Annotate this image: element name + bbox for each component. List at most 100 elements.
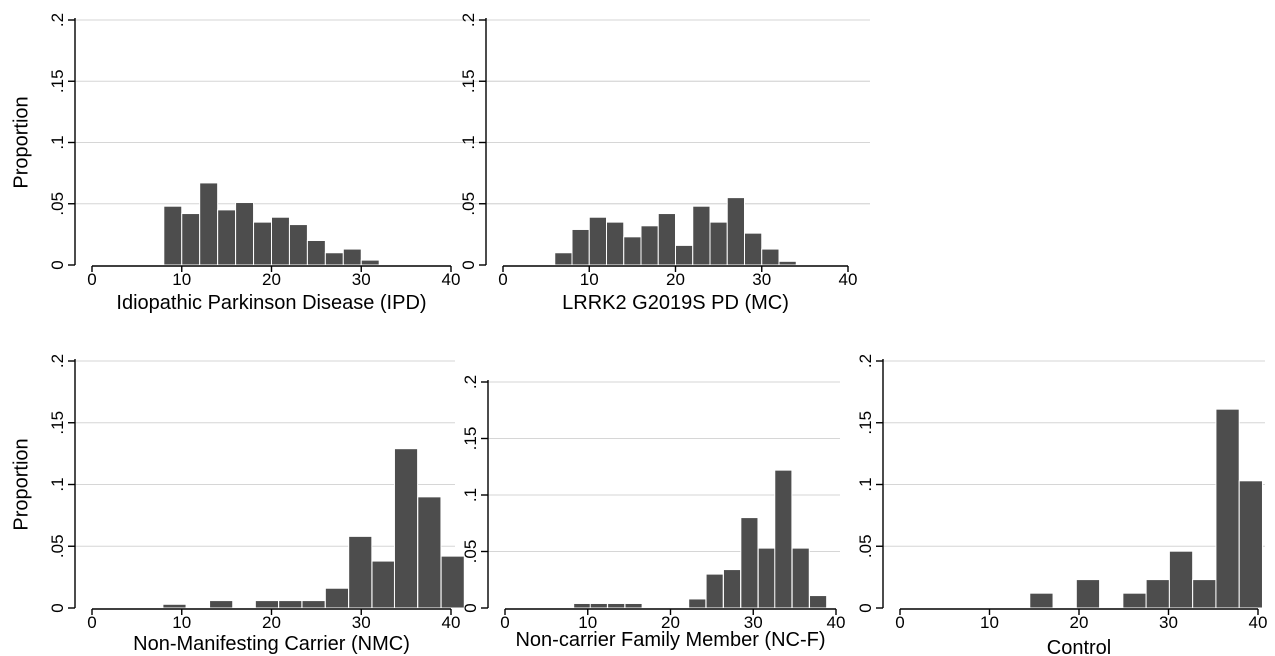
histogram-bar	[761, 248, 780, 266]
x-tick-label: 20	[1070, 613, 1089, 632]
y-tick-label: .05	[48, 534, 67, 558]
y-tick-label: .15	[48, 69, 67, 93]
histogram-bar	[740, 517, 759, 609]
y-tick-label: .2	[48, 13, 67, 27]
histogram-bar	[1122, 592, 1147, 609]
histogram-bar	[791, 547, 810, 609]
x-tick-label: 30	[744, 613, 763, 632]
histogram-bar	[692, 205, 711, 266]
x-tick-label: 0	[895, 613, 904, 632]
histogram-bar	[588, 216, 607, 266]
y-tick-label: .1	[856, 477, 875, 491]
x-tick-label: 40	[827, 613, 846, 632]
x-tick-label: 10	[580, 270, 599, 289]
histogram-panel-2: 0 .05 .1 .15 .2 0 10 20 30 40 LRRK2 G2019S PD (MC)	[459, 13, 870, 314]
histogram-bar	[624, 602, 643, 609]
y-tick-label: .1	[461, 488, 480, 502]
x-axis-title: Control	[1047, 637, 1111, 656]
histogram-bar	[162, 603, 187, 609]
x-tick-label: 40	[839, 270, 858, 289]
histogram-bar	[253, 221, 273, 266]
histogram-bar	[573, 602, 592, 609]
x-axis-title: Idiopathic Parkinson Disease (IPD)	[116, 292, 426, 314]
x-tick-label: 30	[352, 270, 371, 289]
histogram-bar	[371, 560, 396, 609]
histogram-bar	[705, 573, 724, 609]
x-axis-title: Non-carrier Family Member (NC-F)	[515, 629, 825, 651]
histogram-bar	[342, 248, 362, 266]
histogram-panel-3: 0 .05 .1 .15 .2 0 10 20 30 40 Non-Manifesting Carr…	[10, 354, 465, 655]
histogram-bar	[623, 236, 642, 266]
histogram-bar	[393, 448, 419, 609]
histogram-bar	[163, 205, 183, 266]
histogram-bar	[688, 598, 707, 609]
x-tick-label: 40	[442, 270, 461, 289]
y-tick-label: 0	[461, 603, 480, 612]
x-tick-label: 0	[500, 613, 509, 632]
histogram-bar	[744, 232, 763, 266]
x-tick-label: 30	[352, 613, 371, 632]
histogram-bar	[417, 496, 442, 609]
x-tick-label: 30	[1159, 613, 1178, 632]
x-axis-title: LRRK2 G2019S PD (MC)	[562, 292, 789, 314]
histogram-bar	[774, 469, 793, 609]
y-tick-label: .05	[856, 534, 875, 558]
histogram-bar	[778, 260, 797, 266]
histogram-panel-1: 0 .05 .1 .15 .2 0 10 20 30 40 Idiopathic Parkinson…	[10, 13, 870, 314]
histogram-bar	[657, 213, 676, 266]
y-tick-label: .1	[48, 135, 67, 149]
y-tick-label: .2	[461, 375, 480, 389]
histogram-bar	[271, 216, 290, 266]
y-tick-label: 0	[856, 603, 875, 612]
x-axis-title: Non-Manifesting Carrier (NMC)	[133, 633, 410, 655]
y-tick-label: .15	[459, 69, 478, 93]
histogram-bar	[440, 555, 465, 609]
x-tick-label: 10	[172, 613, 191, 632]
y-tick-label: .2	[48, 354, 67, 368]
histogram-bar	[1192, 579, 1217, 609]
histogram-bar	[722, 569, 742, 609]
y-tick-label: .1	[459, 135, 478, 149]
y-tick-label: .1	[48, 477, 67, 491]
y-tick-label: .15	[48, 411, 67, 435]
histogram-bar	[324, 252, 344, 266]
histogram-bar	[607, 602, 626, 609]
histogram-panel-5: 0 .05 .1 .15 .2 0 10 20 30 40 Control	[856, 354, 1267, 656]
y-tick-label: 0	[48, 260, 67, 269]
x-tick-label: 0	[87, 270, 96, 289]
histogram-bar	[589, 602, 608, 609]
x-tick-label: 10	[980, 613, 999, 632]
histogram-bar	[554, 252, 573, 266]
y-tick-label: .05	[48, 192, 67, 216]
histogram-bar	[1029, 592, 1054, 609]
histogram-bar	[209, 600, 234, 609]
x-tick-label: 40	[1249, 613, 1268, 632]
histogram-bar	[1168, 550, 1194, 609]
histogram-bar	[809, 595, 828, 609]
y-tick-label: .15	[461, 427, 480, 451]
histogram-bar	[288, 224, 308, 266]
x-tick-label: 20	[661, 613, 680, 632]
histogram-bar	[726, 197, 745, 266]
histogram-bar	[360, 259, 380, 266]
histogram-bar	[1075, 579, 1101, 609]
histogram-bar	[709, 221, 728, 266]
y-tick-label: 0	[459, 260, 478, 269]
histogram-bar	[301, 600, 326, 609]
x-tick-label: 0	[87, 613, 96, 632]
x-tick-label: 30	[752, 270, 771, 289]
y-axis-title: Proportion	[10, 96, 32, 188]
histogram-bar	[675, 244, 694, 266]
histogram-bar	[1238, 480, 1263, 609]
y-tick-label: .05	[461, 540, 480, 564]
x-tick-label: 10	[578, 613, 597, 632]
x-tick-label: 20	[666, 270, 685, 289]
histogram-bar	[571, 228, 590, 266]
x-tick-label: 10	[172, 270, 191, 289]
histogram-bar	[254, 600, 280, 609]
y-tick-label: .05	[459, 192, 478, 216]
histogram-bar	[306, 240, 326, 266]
x-tick-label: 0	[498, 270, 507, 289]
x-tick-label: 20	[262, 613, 281, 632]
histogram-bar	[278, 600, 303, 609]
